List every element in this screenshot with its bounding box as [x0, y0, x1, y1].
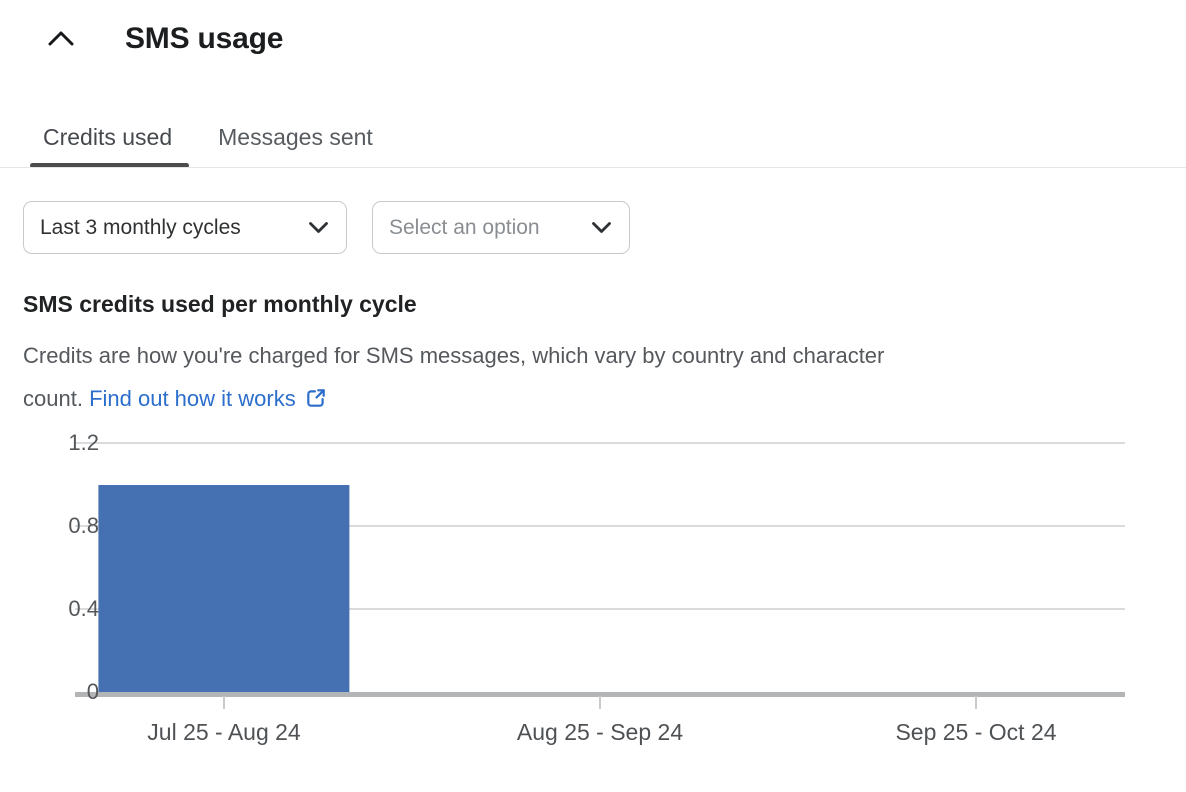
bar [98, 484, 350, 692]
gridline [75, 442, 1125, 444]
description-line-1: Credits are how you're charged for SMS m… [23, 343, 885, 368]
tab-credits-used-label: Credits used [43, 123, 173, 150]
x-axis-category-label: Jul 25 - Aug 24 [147, 719, 301, 745]
option-select-placeholder: Select an option [389, 215, 540, 239]
tab-messages-sent-label: Messages sent [218, 123, 373, 150]
tabs-divider [0, 167, 1186, 168]
y-axis-tick-label: 1.2 [68, 430, 99, 455]
y-axis-tick-label: 0 [86, 679, 99, 704]
x-axis-line [75, 692, 1125, 697]
chevron-down-icon [309, 222, 328, 233]
page-title: SMS usage [125, 22, 284, 55]
chevron-up-icon [48, 31, 74, 46]
filter-controls: Last 3 monthly cycles Select an option [23, 201, 630, 254]
find-out-how-it-works-link[interactable]: Find out how it works [89, 386, 327, 411]
gridline [75, 608, 1125, 610]
x-axis-tick [975, 696, 977, 709]
x-axis-tick [599, 696, 601, 709]
chart-description: Credits are how you're charged for SMS m… [23, 334, 884, 420]
tab-credits-used[interactable]: Credits used [27, 98, 190, 168]
chart-heading: SMS credits used per monthly cycle [23, 291, 417, 317]
panel-header: SMS usage [45, 20, 283, 58]
tabs: Credits used Messages sent [27, 98, 389, 168]
collapse-section-button[interactable] [45, 27, 77, 51]
x-axis-tick [223, 696, 225, 709]
sms-credits-bar-chart: 0 0.4 0.8 1.2 Jul 25 - Aug 24 Aug 25 - Sep 24… [36, 430, 1164, 745]
gridline [75, 525, 1125, 527]
tab-messages-sent[interactable]: Messages sent [202, 98, 389, 168]
option-select[interactable]: Select an option [372, 201, 630, 254]
x-axis-category-label: Aug 25 - Sep 24 [516, 719, 684, 745]
x-axis-category-label: Sep 25 - Oct 24 [895, 719, 1057, 745]
y-axis-tick-label: 0.4 [68, 595, 99, 621]
y-axis-tick-label: 0.8 [68, 512, 99, 538]
cycle-range-select-value: Last 3 monthly cycles [40, 215, 241, 239]
chevron-down-icon [592, 222, 611, 233]
cycle-range-select[interactable]: Last 3 monthly cycles [23, 201, 347, 254]
description-line-2: count. [23, 386, 83, 411]
external-link-icon [306, 389, 325, 407]
